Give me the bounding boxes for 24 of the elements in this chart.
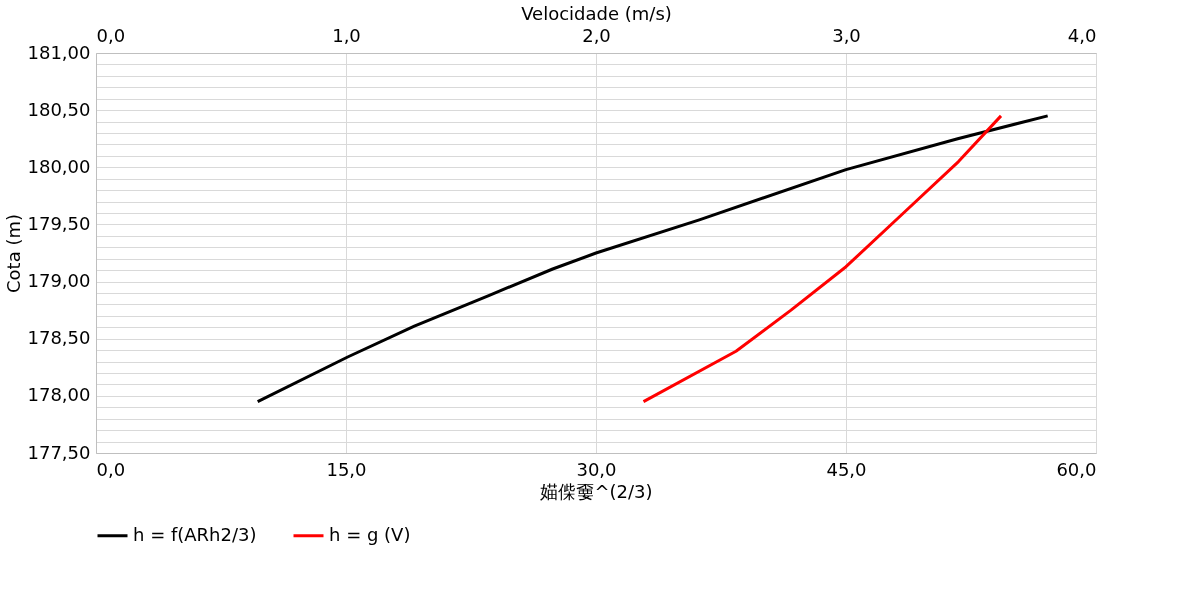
- y-tick-label: 180,00: [27, 155, 91, 177]
- y-tick-label: 178,00: [27, 384, 91, 406]
- x2-tick-label: 3,0: [832, 24, 861, 46]
- line-series: [256, 114, 1050, 404]
- x-tick-label: 15,0: [326, 458, 367, 480]
- y-tick-label: 179,00: [27, 270, 91, 292]
- y-tick-label: 181,00: [27, 41, 91, 63]
- x-tick-label: 0,0: [96, 458, 126, 480]
- y-axis-title: Cota (m): [2, 214, 24, 293]
- x2-tick-label: 0,0: [96, 24, 126, 46]
- x-tick-label: 30,0: [576, 458, 617, 480]
- x2-tick-label: 2,0: [582, 24, 611, 46]
- x2-axis-title: Velocidade (m/s): [521, 2, 672, 24]
- y-tick-label: 177,50: [27, 441, 91, 463]
- legend-label: h = f(ARh2/3): [133, 523, 257, 545]
- x-tick-label: 45,0: [826, 458, 867, 480]
- x2-tick-label: 1,0: [332, 24, 361, 46]
- x-tick-label: 60,0: [1056, 458, 1097, 480]
- x-axis-title: 媌偨嫑^(2/3): [540, 480, 653, 502]
- x2-tick-label: 4,0: [1067, 24, 1097, 46]
- y-tick-label: 178,50: [27, 327, 91, 349]
- legend-label: h = g (V): [329, 523, 411, 545]
- y-tick-label: 180,50: [27, 98, 91, 120]
- y-tick-label: 179,50: [27, 212, 91, 234]
